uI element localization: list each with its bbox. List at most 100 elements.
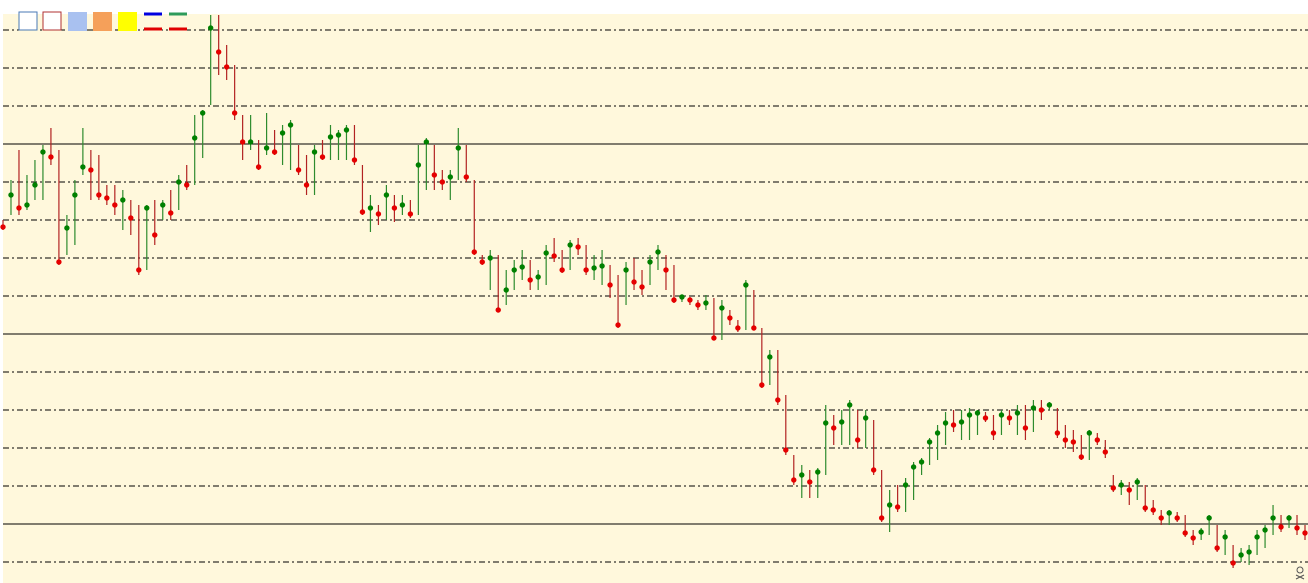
close-dot	[918, 459, 925, 465]
close-dot	[727, 315, 733, 321]
close-dot	[623, 267, 629, 273]
close-dot	[1238, 552, 1244, 558]
close-dot	[184, 182, 190, 188]
close-dot	[639, 284, 645, 290]
tool-empty-box-blue[interactable]	[18, 11, 38, 31]
close-dot	[535, 274, 541, 280]
close-dot	[990, 430, 997, 436]
close-dot	[503, 287, 509, 293]
close-dot	[839, 419, 845, 425]
close-dot	[854, 437, 861, 443]
close-dot	[583, 267, 589, 273]
close-dot	[447, 174, 454, 180]
tool-fill-yellow[interactable]	[118, 12, 137, 31]
close-dot	[543, 250, 549, 256]
grid	[3, 29, 1308, 563]
close-dot	[192, 135, 198, 141]
bars	[0, 15, 1308, 568]
close-dot	[1054, 430, 1061, 436]
close-dot	[1166, 510, 1172, 516]
close-dot	[120, 197, 126, 203]
tool-fill-blue[interactable]	[68, 12, 87, 31]
close-dot	[1110, 485, 1116, 491]
tool-empty-box-red[interactable]	[42, 11, 62, 31]
close-dot	[575, 244, 581, 250]
close-dot	[439, 179, 446, 185]
close-dot	[239, 139, 246, 145]
close-dot	[870, 467, 877, 473]
close-dot	[1278, 524, 1284, 530]
close-dot	[391, 205, 398, 211]
close-dot	[1006, 415, 1013, 421]
close-dot	[631, 279, 637, 285]
tool-lines-green-red[interactable]	[169, 12, 187, 31]
close-dot	[791, 477, 797, 483]
close-dot	[215, 49, 222, 55]
close-dot	[862, 415, 869, 421]
close-dot	[303, 182, 310, 188]
close-dot	[1254, 534, 1260, 540]
close-dot	[934, 430, 941, 436]
close-dot	[455, 145, 462, 151]
close-dot	[974, 410, 981, 416]
close-dot	[982, 415, 989, 421]
close-dot	[783, 447, 789, 453]
close-dot	[711, 335, 717, 341]
close-dot	[1150, 507, 1156, 513]
close-dot	[1198, 529, 1204, 535]
close-dot	[751, 325, 757, 331]
close-dot	[910, 464, 917, 470]
close-dot	[255, 164, 262, 170]
close-dot	[479, 259, 485, 265]
close-dot	[343, 127, 350, 133]
plot-background	[3, 14, 1308, 583]
close-dot	[1062, 437, 1069, 443]
tool-fill-orange[interactable]	[93, 12, 112, 31]
close-dot	[1182, 530, 1188, 536]
close-dot	[759, 382, 765, 388]
close-dot	[327, 134, 334, 140]
close-dot	[1102, 449, 1109, 455]
close-dot	[1246, 549, 1252, 555]
close-dot	[958, 419, 965, 425]
close-dot	[487, 255, 493, 261]
close-dot	[647, 259, 653, 265]
close-dot	[48, 154, 54, 160]
close-dot	[942, 420, 949, 426]
corner-icon[interactable]	[1295, 566, 1305, 580]
close-dot	[1294, 525, 1300, 531]
close-dot	[591, 265, 597, 271]
close-dot	[775, 397, 781, 403]
close-dot	[902, 482, 909, 488]
close-dot	[599, 263, 605, 269]
close-dot	[367, 205, 374, 211]
close-dot	[1214, 545, 1220, 551]
close-dot	[375, 211, 382, 217]
close-dot	[735, 325, 741, 331]
close-dot	[104, 195, 110, 201]
tool-lines-blue-red[interactable]	[144, 12, 162, 31]
close-dot	[168, 210, 174, 216]
close-dot	[415, 162, 422, 168]
close-dot	[1070, 439, 1077, 445]
close-dot	[128, 215, 134, 221]
close-dot	[351, 157, 358, 163]
close-dot	[223, 64, 230, 70]
close-dot	[383, 192, 390, 198]
close-dot	[846, 402, 853, 408]
close-dot	[423, 139, 430, 145]
close-dot	[607, 282, 613, 288]
close-dot	[144, 205, 150, 211]
close-dot	[671, 297, 677, 303]
close-dot	[886, 502, 893, 508]
close-dot	[16, 205, 22, 211]
close-dot	[831, 425, 837, 431]
close-dot	[1270, 515, 1276, 521]
close-dot	[719, 305, 725, 311]
close-dot	[1158, 515, 1164, 521]
close-dot	[679, 294, 685, 300]
close-dot	[1174, 515, 1180, 521]
close-dot	[471, 249, 477, 255]
close-dot	[703, 300, 709, 306]
